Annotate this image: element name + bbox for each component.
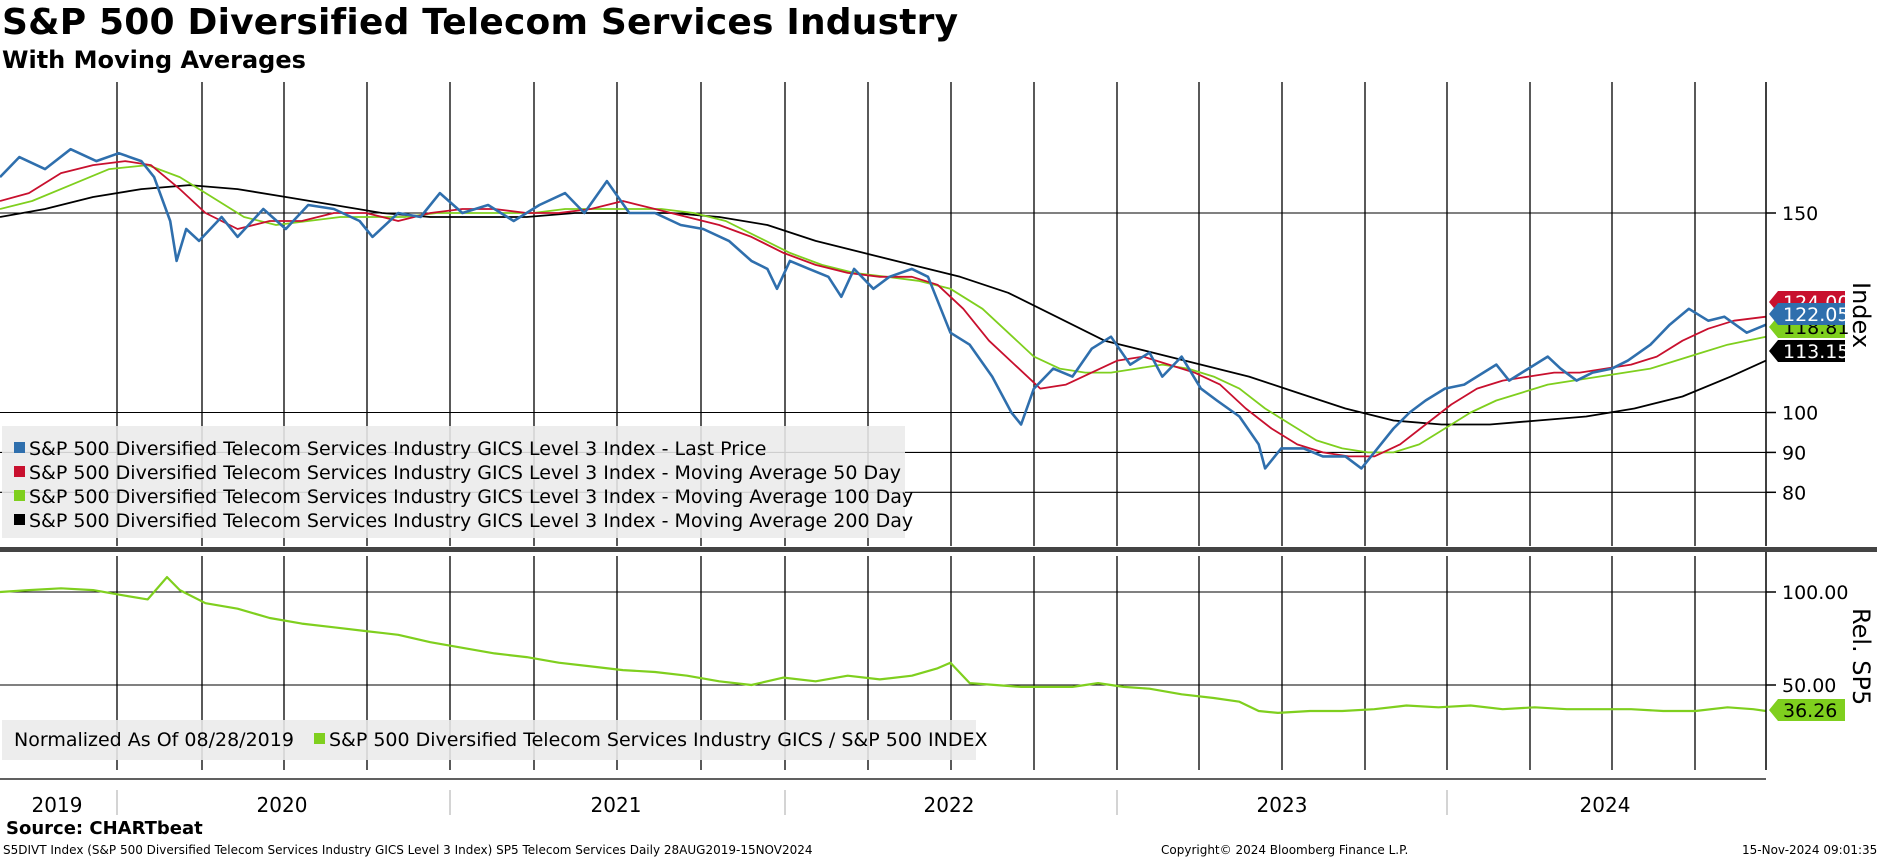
x-year-label: 2021 <box>591 793 642 817</box>
lower-series-lines <box>0 576 1767 714</box>
footer-description: S5DIVT Index (S&P 500 Diversified Teleco… <box>3 843 813 857</box>
chart-title: S&P 500 Diversified Telecom Services Ind… <box>2 2 959 43</box>
y-tick-label-upper: 80 <box>1782 482 1806 504</box>
legend-swatch <box>313 733 325 744</box>
x-year-label: 2024 <box>1580 793 1631 817</box>
series-line-ma200 <box>0 184 1767 426</box>
footer-timestamp: 15-Nov-2024 09:01:35 <box>1742 843 1877 857</box>
upper-series-lines <box>0 147 1767 470</box>
tag-ma200-text: 113.15 <box>1783 341 1849 363</box>
tag-last-price <box>1769 303 1845 325</box>
panel-separator <box>0 547 1877 552</box>
source-label: Source: CHARTbeat <box>6 818 203 839</box>
tag-relative <box>1769 699 1845 721</box>
tag-ma200 <box>1769 340 1845 362</box>
legend-item-ma50: S&P 500 Diversified Telecom Services Ind… <box>14 462 901 484</box>
upper-legend: S&P 500 Diversified Telecom Services Ind… <box>2 426 913 538</box>
x-year-label: 2022 <box>924 793 975 817</box>
lower-axis-label: Rel. SP5 <box>1847 608 1875 706</box>
tag-relative-text: 36.26 <box>1783 700 1837 722</box>
tag-last-price-text: 122.05 <box>1783 304 1849 326</box>
x-year-label: 2023 <box>1257 793 1308 817</box>
y-tick-label-upper: 150 <box>1782 203 1818 225</box>
legend-item-ma100: S&P 500 Diversified Telecom Services Ind… <box>14 486 913 508</box>
legend-swatch <box>14 442 25 453</box>
y-tick-label-upper: 100 <box>1782 403 1818 425</box>
legend-item-ma200: S&P 500 Diversified Telecom Services Ind… <box>14 510 913 532</box>
legend-normalized-note: Normalized As Of 08/28/2019 S&P 500 Dive… <box>14 729 988 751</box>
legend-swatch <box>14 490 25 501</box>
series-line-relative <box>0 576 1767 714</box>
upper-axis-label: Index <box>1847 282 1875 349</box>
y-tick-label-lower: 100.00 <box>1782 582 1848 604</box>
x-year-label: 2020 <box>257 793 308 817</box>
y-tick-label-lower: 50.00 <box>1782 675 1836 697</box>
x-year-label: 2019 <box>32 793 83 817</box>
chart-subtitle: With Moving Averages <box>2 46 306 74</box>
lower-legend: Normalized As Of 08/28/2019 S&P 500 Dive… <box>2 720 988 760</box>
legend-swatch <box>14 514 25 525</box>
y-tick-label-upper: 90 <box>1782 442 1806 464</box>
legend-item-last-price: S&P 500 Diversified Telecom Services Ind… <box>14 438 767 460</box>
legend-swatch <box>14 466 25 477</box>
series-line-ma100 <box>0 164 1767 454</box>
series-line-ma50 <box>0 160 1767 458</box>
legend-item-relative: S&P 500 Diversified Telecom Services Ind… <box>328 729 988 751</box>
series-line-last <box>0 147 1767 470</box>
axes: 80 90 100 150 100.00 50.00 2019 2020 2021 2022 202… <box>0 82 1877 817</box>
footer-copyright: Copyright© 2024 Bloomberg Finance L.P. <box>1161 843 1409 857</box>
